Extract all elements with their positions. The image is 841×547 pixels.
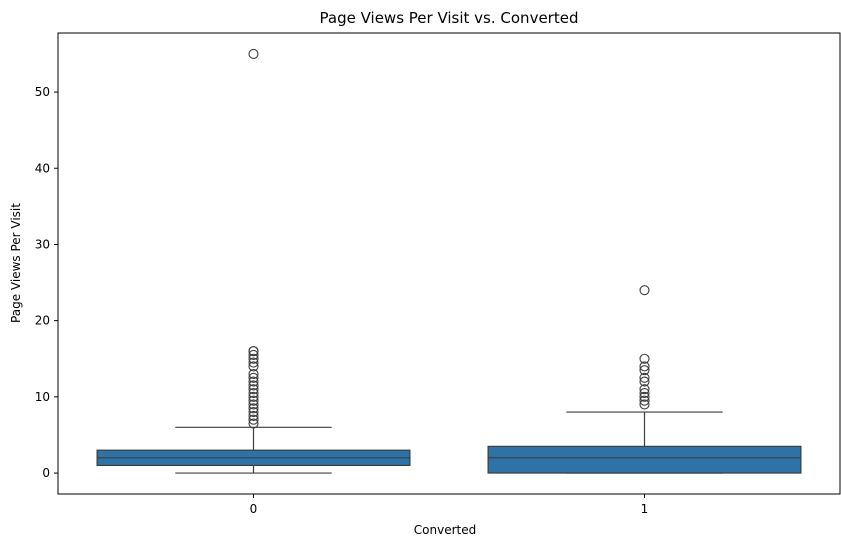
y-tick-label: 40 [35, 161, 50, 175]
outlier-point [639, 387, 650, 399]
outlier-point [248, 349, 259, 360]
box [487, 445, 802, 474]
outlier-point [248, 410, 259, 421]
outlier-point [248, 414, 259, 425]
plot-area [96, 48, 802, 474]
outlier-point [248, 384, 259, 395]
outlier-point [639, 395, 650, 406]
y-axis-label: Page Views Per Visit [9, 203, 23, 323]
outlier-point [639, 372, 650, 383]
chart-title: Page Views Per Visit vs. Converted [320, 9, 579, 27]
outlier-point [639, 376, 650, 387]
outlier-point [248, 407, 259, 418]
outlier-point [248, 361, 259, 372]
outlier-point [639, 391, 650, 402]
y-tick-label: 50 [35, 85, 50, 99]
outlier-point [248, 346, 259, 357]
outlier-point [639, 384, 650, 395]
outlier-point [639, 365, 650, 376]
x-axis-label: Converted [414, 523, 476, 537]
outlier-point [248, 395, 259, 406]
y-tick-label: 30 [35, 237, 50, 251]
outlier-point [248, 380, 259, 391]
plot-frame [57, 32, 841, 495]
outlier-point [248, 376, 259, 387]
outlier-point [248, 418, 259, 429]
outlier-point [248, 391, 259, 402]
outlier-point [248, 353, 259, 364]
outlier-point [639, 399, 650, 410]
outlier-point [248, 387, 259, 399]
outlier-point [248, 403, 259, 414]
outlier-point [248, 368, 259, 380]
outlier-point [639, 361, 650, 372]
outlier-point [248, 399, 259, 410]
outlier-point [248, 48, 259, 60]
outlier-point [639, 353, 650, 364]
outlier-point [639, 285, 650, 296]
y-tick-label: 10 [35, 390, 50, 404]
x-tick-label: 0 [250, 502, 258, 516]
y-tick-label: 0 [42, 466, 50, 480]
x-tick-label: 1 [641, 502, 649, 516]
outlier-point [248, 357, 259, 368]
outlier-point [248, 372, 259, 383]
y-tick-label: 20 [35, 314, 50, 328]
